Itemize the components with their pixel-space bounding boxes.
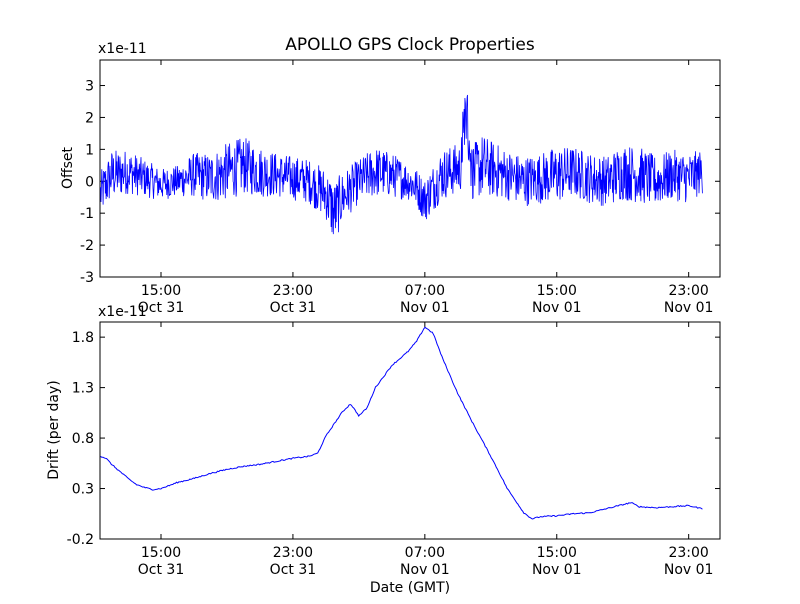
y-tick-label: -0.2 <box>67 532 94 548</box>
drift-panel: x1e-11 Drift (per day) -0.20.30.81.31.8 … <box>46 304 721 596</box>
y-tick-label: -3 <box>80 270 94 286</box>
x-tick-date-label: Nov 01 <box>532 562 582 578</box>
figure-title: APOLLO GPS Clock Properties <box>285 35 535 55</box>
x-tick-date-label: Oct 31 <box>270 300 316 316</box>
drift-series-line <box>100 326 703 520</box>
y-tick-label: 1 <box>85 142 94 158</box>
x-tick-time-label: 15:00 <box>141 283 181 299</box>
x-tick-time-label: 23:00 <box>273 283 313 299</box>
offset-ylabel: Offset <box>60 146 76 189</box>
x-tick-date-label: Nov 01 <box>532 300 582 316</box>
x-tick-time-label: 15:00 <box>537 283 577 299</box>
x-tick-time-label: 15:00 <box>537 545 577 561</box>
x-tick-time-label: 07:00 <box>405 283 445 299</box>
drift-plot-area <box>99 321 721 540</box>
x-tick-date-label: Oct 31 <box>270 562 316 578</box>
y-tick-label: 0.8 <box>72 431 94 447</box>
x-tick-date-label: Nov 01 <box>664 300 714 316</box>
drift-scale-note: x1e-11 <box>98 304 147 320</box>
x-tick-time-label: 23:00 <box>273 545 313 561</box>
drift-xlabel: Date (GMT) <box>370 580 450 596</box>
offset-series-line <box>100 94 703 235</box>
x-tick-time-label: 07:00 <box>405 545 445 561</box>
y-tick-label: 2 <box>85 110 94 126</box>
x-tick-date-label: Nov 01 <box>664 562 714 578</box>
y-tick-label: -1 <box>80 206 94 222</box>
y-tick-label: 1.3 <box>72 381 94 397</box>
x-tick-date-label: Oct 31 <box>138 300 184 316</box>
y-tick-label: 3 <box>85 79 94 95</box>
offset-scale-note: x1e-11 <box>98 41 147 57</box>
x-tick-date-label: Nov 01 <box>400 300 450 316</box>
x-tick-date-label: Nov 01 <box>400 562 450 578</box>
drift-ylabel: Drift (per day) <box>46 380 62 479</box>
x-tick-date-label: Oct 31 <box>138 562 184 578</box>
y-tick-label: 1.8 <box>72 330 94 346</box>
x-tick-time-label: 15:00 <box>141 545 181 561</box>
y-tick-label: 0 <box>85 174 94 190</box>
y-tick-label: 0.3 <box>72 482 94 498</box>
x-tick-time-label: 23:00 <box>668 283 708 299</box>
x-tick-time-label: 23:00 <box>668 545 708 561</box>
y-tick-label: -2 <box>80 238 94 254</box>
